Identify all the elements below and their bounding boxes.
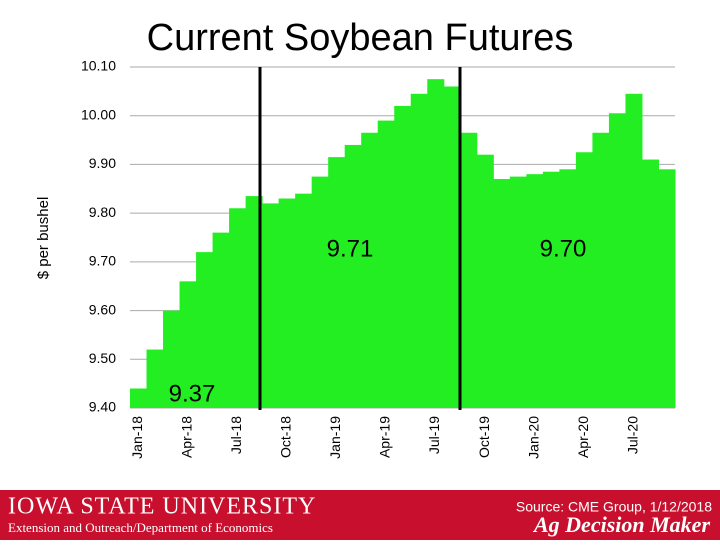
footer-band — [0, 490, 720, 540]
department: Extension and Outreach/Department of Eco… — [8, 520, 273, 535]
y-tick-label: 10.00 — [81, 106, 116, 122]
bar — [443, 86, 461, 408]
bar — [410, 93, 428, 409]
bar — [311, 176, 329, 408]
plot: 9.40 9.50 9.60 9.70 9.80 9.90 10.00 10.10 Jan-18… — [81, 58, 676, 459]
bar — [658, 169, 676, 408]
y-tick-label: 9.90 — [89, 155, 116, 171]
bar — [608, 113, 626, 409]
x-tick-label: Apr-20 — [575, 416, 591, 458]
y-axis-label: $ per bushel — [35, 197, 52, 280]
bar — [179, 281, 197, 408]
bar — [476, 154, 494, 408]
bar — [229, 208, 247, 408]
bar — [196, 252, 214, 408]
bar — [212, 232, 230, 408]
bar — [575, 152, 593, 408]
bar — [130, 388, 148, 408]
x-tick-label: Jan-20 — [525, 416, 541, 459]
bar — [328, 157, 346, 408]
bar — [509, 176, 527, 408]
x-tick-label: Jul-20 — [624, 416, 640, 454]
bar — [427, 79, 445, 408]
annotation: 9.71 — [327, 235, 374, 262]
bar — [542, 171, 560, 408]
bar — [146, 349, 164, 408]
x-tick-label: Jan-18 — [129, 416, 145, 459]
bar — [361, 132, 379, 408]
y-tick-label: 10.10 — [81, 58, 116, 74]
bar — [278, 198, 296, 408]
annotation: 9.37 — [169, 380, 216, 407]
bar — [592, 132, 610, 408]
bar — [625, 93, 643, 409]
bar — [245, 196, 263, 408]
university: IOWA STATE UNIVERSITY — [8, 494, 316, 520]
x-tick-label: Jan-19 — [327, 416, 343, 459]
x-tick-label: Jul-19 — [426, 416, 442, 454]
y-tick-label: 9.50 — [89, 350, 116, 366]
source: Source: CME Group, 1/12/2018 — [516, 499, 712, 515]
x-tick-label: Apr-18 — [179, 416, 195, 458]
bar — [641, 159, 659, 408]
bar — [394, 105, 412, 408]
x-tick-label: Oct-19 — [476, 416, 492, 458]
y-tick-label: 9.70 — [89, 253, 116, 269]
brand: Ag Decision Maker — [532, 512, 710, 537]
bar — [344, 144, 362, 408]
bar — [460, 132, 478, 408]
x-tick-label: Oct-18 — [278, 416, 294, 458]
chart-title: Current Soybean Futures — [147, 17, 574, 59]
bar — [377, 120, 395, 408]
bar — [163, 310, 181, 408]
y-tick-label: 9.60 — [89, 301, 116, 317]
x-tick-label: Jul-18 — [228, 416, 244, 454]
y-tick-label: 9.80 — [89, 204, 116, 220]
bar — [295, 193, 313, 408]
bar — [262, 203, 280, 408]
bar — [493, 179, 511, 408]
y-tick-label: 9.40 — [89, 399, 116, 415]
bar — [559, 169, 577, 408]
x-tick-label: Apr-19 — [377, 416, 393, 458]
bar — [526, 174, 544, 408]
annotation: 9.70 — [540, 235, 587, 262]
